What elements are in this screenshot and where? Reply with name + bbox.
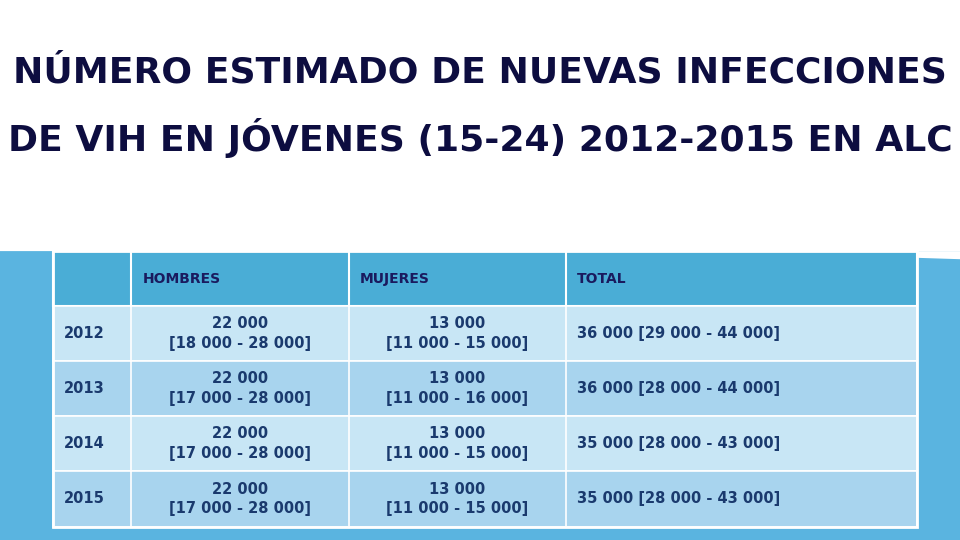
Polygon shape (0, 194, 960, 259)
Polygon shape (288, 227, 960, 251)
Text: 13 000
[11 000 - 15 000]: 13 000 [11 000 - 15 000] (386, 482, 528, 516)
Text: 35 000 [28 000 - 43 000]: 35 000 [28 000 - 43 000] (577, 436, 780, 451)
Text: TOTAL: TOTAL (577, 272, 627, 286)
Text: 35 000 [28 000 - 43 000]: 35 000 [28 000 - 43 000] (577, 491, 780, 507)
Text: 2015: 2015 (64, 491, 106, 507)
Text: 13 000
[11 000 - 15 000]: 13 000 [11 000 - 15 000] (386, 316, 528, 351)
Text: 2012: 2012 (64, 326, 105, 341)
Text: HOMBRES: HOMBRES (143, 272, 221, 286)
Text: 2013: 2013 (64, 381, 105, 396)
Text: 22 000
[17 000 - 28 000]: 22 000 [17 000 - 28 000] (169, 372, 311, 406)
Text: 22 000
[17 000 - 28 000]: 22 000 [17 000 - 28 000] (169, 482, 311, 516)
Text: 36 000 [28 000 - 44 000]: 36 000 [28 000 - 44 000] (577, 381, 780, 396)
Text: MUJERES: MUJERES (360, 272, 430, 286)
Text: 22 000
[18 000 - 28 000]: 22 000 [18 000 - 28 000] (169, 316, 311, 351)
Text: DE VIH EN JÓVENES (15-24) 2012-2015 EN ALC: DE VIH EN JÓVENES (15-24) 2012-2015 EN A… (8, 118, 952, 158)
FancyBboxPatch shape (53, 361, 917, 416)
Text: 13 000
[11 000 - 16 000]: 13 000 [11 000 - 16 000] (386, 372, 528, 406)
FancyBboxPatch shape (53, 416, 917, 471)
FancyBboxPatch shape (53, 251, 917, 306)
FancyBboxPatch shape (53, 471, 917, 526)
Text: 22 000
[17 000 - 28 000]: 22 000 [17 000 - 28 000] (169, 427, 311, 461)
FancyBboxPatch shape (0, 0, 960, 251)
FancyBboxPatch shape (53, 306, 917, 361)
FancyBboxPatch shape (0, 251, 960, 540)
Text: 13 000
[11 000 - 15 000]: 13 000 [11 000 - 15 000] (386, 427, 528, 461)
Text: 36 000 [29 000 - 44 000]: 36 000 [29 000 - 44 000] (577, 326, 780, 341)
Text: 2014: 2014 (64, 436, 105, 451)
Text: NÚMERO ESTIMADO DE NUEVAS INFECCIONES: NÚMERO ESTIMADO DE NUEVAS INFECCIONES (13, 56, 947, 90)
